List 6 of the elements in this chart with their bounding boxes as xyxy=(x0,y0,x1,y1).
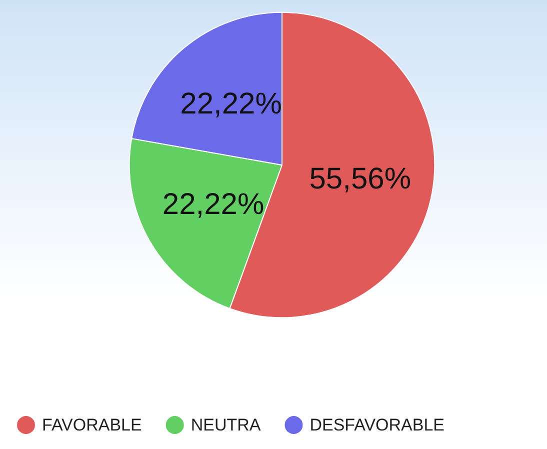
data-label: 22,22% xyxy=(180,88,282,121)
data-label: 55,56% xyxy=(309,162,411,196)
data-label: 22,22% xyxy=(162,188,264,222)
legend-label: DESFAVORABLE xyxy=(310,416,445,434)
legend-label: FAVORABLE xyxy=(42,416,142,434)
legend-label: NEUTRA xyxy=(190,416,262,434)
